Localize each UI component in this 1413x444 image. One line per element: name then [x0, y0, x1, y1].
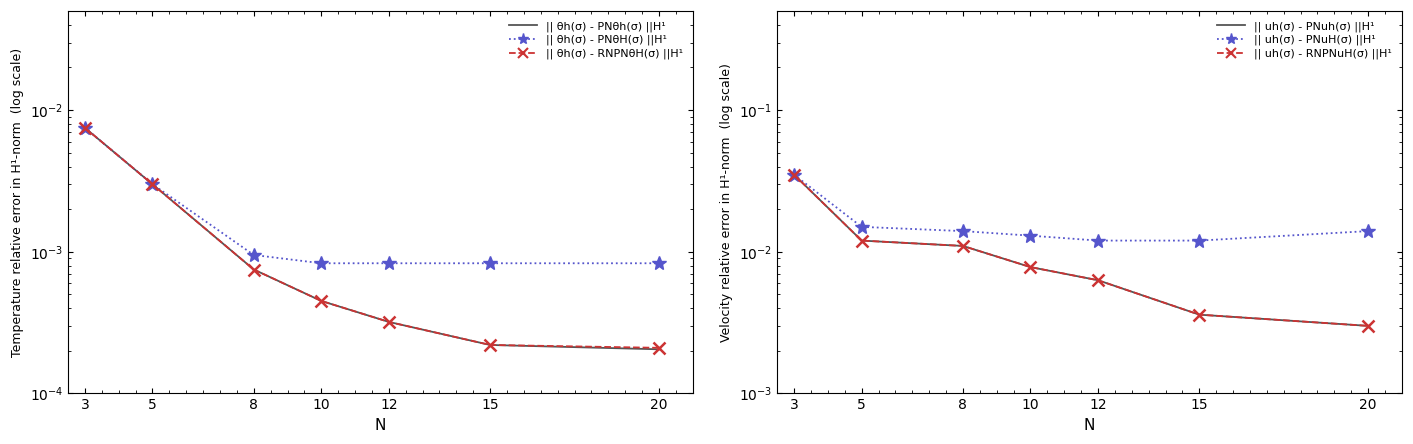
Legend: || uh(σ) - PNuh(σ) ||H¹, || uh(σ) - PNuH(σ) ||H¹, || uh(σ) - RNPNuH(σ) ||H¹: || uh(σ) - PNuh(σ) ||H¹, || uh(σ) - PNuH… [1212, 17, 1396, 64]
Y-axis label: Velocity relative error in H¹-norm  (log scale): Velocity relative error in H¹-norm (log … [721, 63, 733, 342]
Y-axis label: Temperature relative error in H¹-norm  (log scale): Temperature relative error in H¹-norm (l… [11, 48, 24, 357]
X-axis label: N: N [374, 418, 386, 433]
X-axis label: N: N [1084, 418, 1095, 433]
Legend: || θh(σ) - PNθh(σ) ||H¹, || θh(σ) - PNθH(σ) ||H¹, || θh(σ) - RNPNθH(σ) ||H¹: || θh(σ) - PNθh(σ) ||H¹, || θh(σ) - PNθH… [504, 17, 687, 64]
